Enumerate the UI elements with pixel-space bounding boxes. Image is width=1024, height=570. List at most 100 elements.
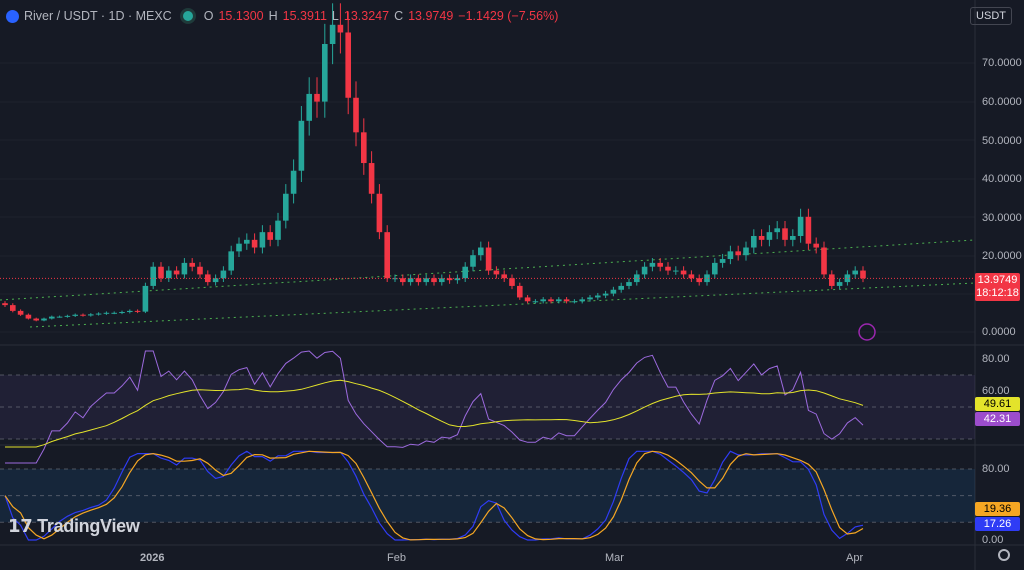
- candle-body: [821, 247, 827, 275]
- candle-body: [758, 236, 765, 240]
- candle-body: [454, 278, 461, 281]
- candle-body: [517, 285, 523, 298]
- candle-body: [626, 282, 632, 286]
- low-value: 13.3247: [343, 9, 390, 23]
- price-tick: 40.0000: [982, 173, 1022, 185]
- rsi-line: [5, 350, 864, 464]
- price-tick: 30.0000: [982, 212, 1022, 224]
- time-tick: Mar: [605, 552, 624, 564]
- candle-body: [33, 318, 39, 321]
- candle-body: [470, 255, 476, 267]
- candle-body: [797, 216, 804, 236]
- candle-body: [173, 270, 180, 275]
- candle-body: [673, 270, 679, 272]
- candle-body: [610, 289, 617, 294]
- candle-body: [181, 262, 188, 275]
- rsi-value-label: 42.31: [975, 412, 1020, 426]
- candle-body: [119, 312, 125, 314]
- candle-body: [197, 266, 203, 275]
- channel-upper-line: [0, 239, 976, 301]
- candle-body: [844, 274, 851, 283]
- candle-body: [766, 232, 773, 240]
- candle-body: [704, 274, 710, 283]
- candle-body: [329, 24, 336, 44]
- candle-body: [2, 303, 8, 306]
- candle-body: [423, 278, 429, 283]
- candle-body: [283, 193, 289, 221]
- candle-body: [80, 314, 86, 316]
- candle-body: [439, 278, 445, 283]
- flash-icon: [858, 323, 876, 341]
- candle-body: [10, 305, 16, 311]
- candle-body: [322, 44, 328, 102]
- candle-body: [142, 285, 149, 312]
- candle-body: [361, 132, 367, 164]
- candle-body: [345, 32, 351, 98]
- candle-body: [400, 278, 406, 283]
- stoch-tick: 80.00: [982, 463, 1010, 475]
- price-tick: 0.0000: [982, 326, 1016, 338]
- last-price-label: 13.9749 18:12:18: [975, 273, 1020, 301]
- candle-body: [657, 262, 663, 267]
- candle-body: [166, 270, 172, 279]
- high-value: 15.3911: [282, 9, 327, 23]
- candle-body: [751, 236, 757, 248]
- stoch-d-value-label: 19.36: [975, 502, 1020, 516]
- candle-body: [134, 310, 141, 312]
- candle-body: [49, 316, 55, 319]
- candle-body: [743, 247, 749, 256]
- candle-body: [735, 251, 741, 256]
- price-tick: 70.0000: [982, 57, 1022, 69]
- candle-body: [306, 93, 312, 121]
- candle-body: [111, 312, 117, 314]
- candle-body: [509, 278, 515, 286]
- candle-body: [665, 266, 671, 271]
- candle-body: [17, 310, 24, 315]
- candle-body: [836, 282, 843, 286]
- candle-body: [103, 312, 110, 314]
- tv-logo-icon: 𝟭𝟳: [8, 516, 38, 536]
- candle-body: [244, 239, 250, 244]
- candle-body: [259, 232, 266, 248]
- candle-body: [95, 313, 102, 315]
- candle-body: [88, 314, 94, 316]
- rsi-tick: 80.00: [982, 353, 1010, 365]
- candle-body: [431, 278, 437, 283]
- candle-body: [64, 315, 71, 317]
- candle-body: [158, 266, 164, 279]
- candle-body: [220, 270, 227, 279]
- candle-body: [41, 318, 47, 321]
- candle-body: [587, 297, 593, 300]
- time-tick: Feb: [387, 552, 406, 564]
- open-value: 15.1300: [218, 9, 264, 23]
- candle-body: [790, 236, 796, 240]
- candle-body: [384, 232, 390, 279]
- candle-body: [267, 232, 273, 240]
- candle-body: [337, 24, 344, 33]
- rsi-ma-value-label: 49.61: [975, 397, 1020, 411]
- candle-body: [376, 193, 383, 233]
- candle-body: [805, 216, 812, 244]
- candle-body: [72, 314, 78, 316]
- currency-button[interactable]: USDT: [970, 7, 1012, 25]
- stoch-d-line: [4, 450, 864, 541]
- candle-body: [712, 262, 718, 275]
- candle-body: [556, 299, 562, 302]
- rsi-ma-line: [5, 379, 864, 448]
- candle-body: [56, 316, 63, 318]
- candle-body: [368, 163, 375, 194]
- close-label: C: [394, 9, 404, 23]
- candle-body: [485, 247, 492, 271]
- change-value: −1.1429 (−7.56%): [458, 9, 559, 23]
- settings-icon[interactable]: [998, 549, 1010, 561]
- candle-body: [680, 270, 687, 275]
- candle-body: [314, 93, 320, 102]
- candle-body: [275, 220, 281, 240]
- candle-body: [540, 299, 546, 302]
- candle-body: [579, 299, 585, 302]
- stoch-k-value-label: 17.26: [975, 517, 1020, 531]
- symbol-title[interactable]: River / USDT · 1D · MEXC: [24, 9, 172, 23]
- open-label: O: [203, 9, 214, 23]
- tradingview-logo[interactable]: 𝟭𝟳 TradingView: [8, 516, 140, 536]
